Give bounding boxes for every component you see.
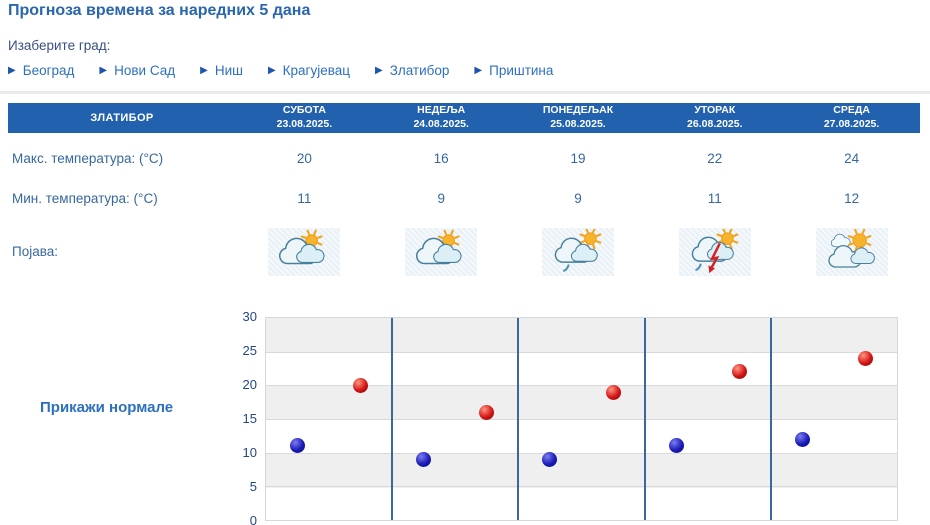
gridline <box>266 351 897 353</box>
arrow-right-icon: ▶ <box>8 64 16 76</box>
max-temp-row-label: Макс. температура: (°C) <box>12 151 164 166</box>
phenomenon-row-label: Појава: <box>12 244 58 259</box>
day-name: ПОНЕДЕЉАК <box>542 104 614 117</box>
day-separator-line <box>643 318 646 520</box>
forecast-table-header: ЗЛАТИБОР СУБОТА 23.08.2025. НЕДЕЉА 24.08.20… <box>8 103 920 133</box>
weather-icon-box <box>268 228 341 276</box>
city-link-6[interactable]: ▶ Приштина <box>474 63 553 78</box>
y-axis-tick-label: 15 <box>242 411 257 426</box>
arrow-right-icon: ▶ <box>200 64 208 76</box>
day-column-header: УТОРАК 26.08.2025. <box>646 103 783 133</box>
day-date: 26.08.2025. <box>687 118 743 130</box>
day-name: УТОРАК <box>694 104 736 117</box>
city-link-4[interactable]: ▶ Крагујевац <box>268 63 350 78</box>
min-temp-dot <box>668 438 684 454</box>
arrow-right-icon: ▶ <box>374 64 383 76</box>
sun-with-clouds-icon <box>827 229 875 268</box>
max-temp-dot <box>479 404 495 420</box>
day-separator-line <box>769 318 772 520</box>
arrow-right-icon: ▶ <box>474 64 483 76</box>
weather-icon-box <box>815 228 888 276</box>
show-normals-link[interactable]: Прикажи нормале <box>40 399 174 416</box>
day-column-header: СРЕДА 27.08.2025. <box>783 103 920 133</box>
day-column-header: НЕДЕЉА 24.08.2025. <box>373 103 510 133</box>
min-temp-value: 12 <box>844 191 860 206</box>
day-column-header: СУБОТА 23.08.2025. <box>236 103 373 133</box>
cloudy-with-sun-icon <box>279 229 325 265</box>
city-link-label: Златибор <box>389 63 450 78</box>
max-temp-dot <box>857 350 873 366</box>
max-temp-value: 19 <box>570 151 586 166</box>
min-temp-dot <box>416 451 432 467</box>
day-column-header: ПОНЕДЕЉАК 25.08.2025. <box>510 103 647 133</box>
day-separator-line <box>391 318 394 520</box>
max-temp-dot <box>731 364 747 380</box>
day-date: 27.08.2025. <box>823 118 880 130</box>
weather-icon-box <box>405 228 478 276</box>
max-temp-row: 20 16 19 22 24 <box>236 151 920 166</box>
day-name: СУБОТА <box>282 104 326 117</box>
y-axis-tick-label: 10 <box>242 445 257 460</box>
city-link-label: Београд <box>22 63 75 78</box>
choose-city-label: Изаберите град: <box>8 38 111 53</box>
city-link-label: Приштина <box>489 63 554 78</box>
light-rain-sun-icon <box>554 229 602 272</box>
min-temp-value: 11 <box>707 191 722 206</box>
city-link-2[interactable]: ▶ Нови Сад <box>99 63 175 78</box>
y-axis-tick-label: 20 <box>242 377 257 392</box>
phenomenon-row <box>236 228 920 276</box>
chart-plot <box>265 317 898 521</box>
min-temp-value: 9 <box>437 191 445 206</box>
min-temp-dot <box>794 431 810 447</box>
day-date: 23.08.2025. <box>276 118 333 130</box>
day-name: НЕДЕЉА <box>417 104 466 117</box>
y-axis-tick-label: 5 <box>249 479 257 494</box>
gridline <box>266 452 897 454</box>
weather-icon-box <box>678 228 751 276</box>
station-name: ЗЛАТИБОР <box>90 112 154 124</box>
min-temp-value: 9 <box>574 191 582 206</box>
max-temp-value: 24 <box>844 151 860 166</box>
day-date: 24.08.2025. <box>413 118 469 130</box>
city-link-label: Крагујевац <box>282 63 350 78</box>
cloudy-with-sun-icon <box>416 229 462 265</box>
thunderstorm-sun-icon <box>691 229 739 274</box>
max-temp-value: 22 <box>707 151 723 166</box>
weather-icon-box <box>541 228 614 276</box>
y-axis-tick-label: 25 <box>242 343 257 358</box>
city-link-1[interactable]: ▶ Београд <box>8 63 74 78</box>
city-link-5[interactable]: ▶ Златибор <box>375 63 449 78</box>
city-link-3[interactable]: ▶ Ниш <box>200 63 243 78</box>
min-temp-dot <box>290 438 306 454</box>
gridline <box>266 486 897 488</box>
day-name: СРЕДА <box>833 104 870 117</box>
phenomenon-cell <box>783 228 920 276</box>
gridline <box>266 419 897 420</box>
gridline <box>266 385 897 387</box>
phenomenon-cell <box>373 228 510 276</box>
day-date: 25.08.2025. <box>550 118 606 130</box>
day-separator-line <box>517 318 520 520</box>
phenomenon-cell <box>646 228 783 276</box>
phenomenon-cell <box>236 228 373 276</box>
separator-line <box>0 91 930 94</box>
city-link-label: Ниш <box>214 63 243 78</box>
page-title: Прогноза времена за наредних 5 дана <box>8 2 311 19</box>
y-axis-tick-label: 0 <box>249 513 257 525</box>
max-temp-value: 16 <box>433 151 449 166</box>
city-links: ▶ Београд ▶ Нови Сад ▶ Ниш ▶ Крагујевац ▶ Златибо… <box>8 63 553 78</box>
y-axis-tick-label: 30 <box>242 309 257 324</box>
min-temp-value: 11 <box>297 191 312 206</box>
max-temp-value: 20 <box>296 151 312 166</box>
max-temp-dot <box>605 384 621 400</box>
min-temp-dot <box>542 451 558 467</box>
phenomenon-cell <box>510 228 647 276</box>
max-temp-dot <box>353 377 369 393</box>
min-temp-row: 11 9 9 11 12 <box>236 191 920 206</box>
min-temp-row-label: Мин. температура: (°C) <box>12 191 158 206</box>
arrow-right-icon: ▶ <box>99 64 108 76</box>
city-link-label: Нови Сад <box>114 63 176 78</box>
arrow-right-icon: ▶ <box>267 64 276 76</box>
